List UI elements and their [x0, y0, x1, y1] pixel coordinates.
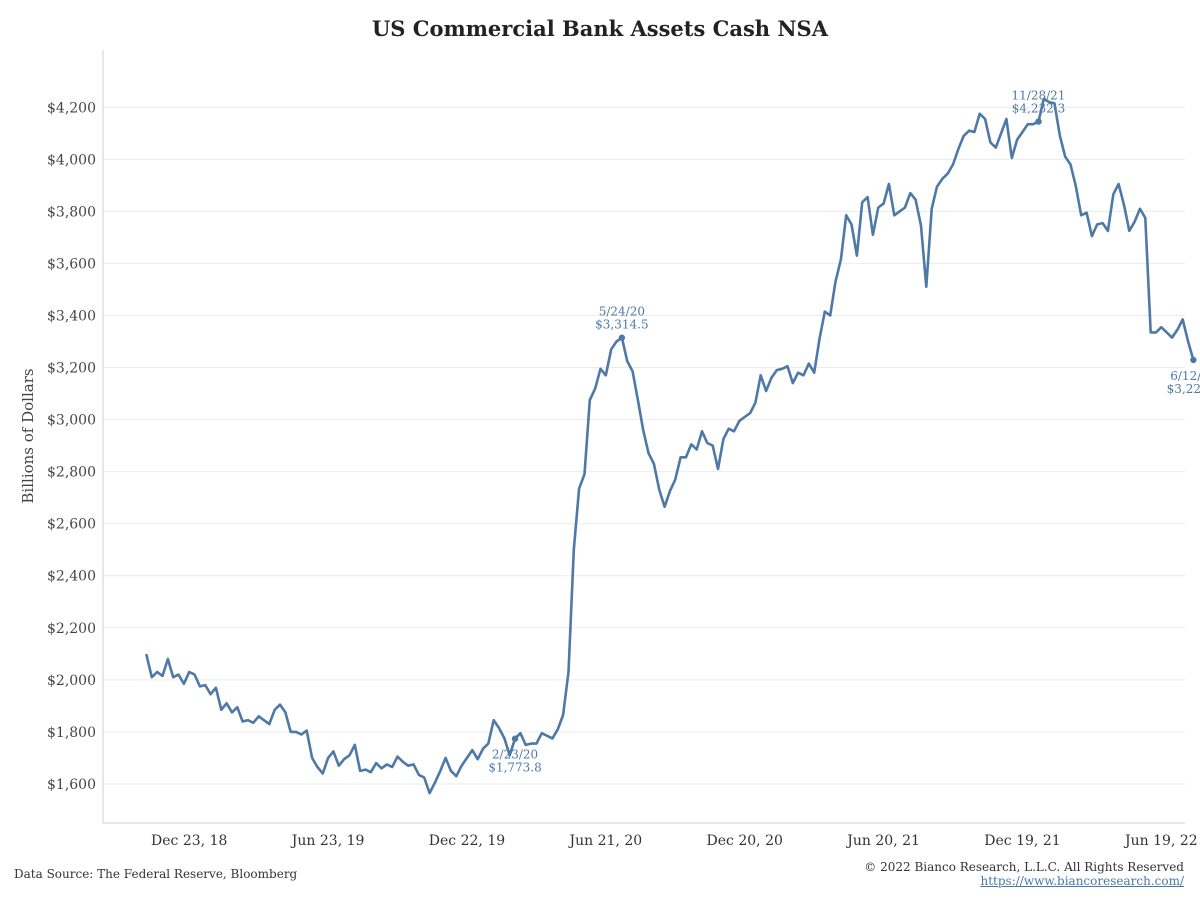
copyright-notice: © 2022 Bianco Research, L.L.C. All Right…: [864, 860, 1184, 874]
x-tick-label: Jun 21, 20: [568, 833, 643, 849]
annotation-date: 11/28/21: [1012, 89, 1066, 103]
y-tick-label: $2,200: [47, 621, 96, 637]
y-tick-label: $3,000: [47, 413, 96, 429]
annotation-marker: [1190, 356, 1197, 364]
x-tick-label: Dec 19, 21: [984, 833, 1060, 849]
y-tick-label: $2,000: [47, 673, 96, 689]
tick-labels: $1,600 $1,800 $2,000 $2,200 $2,400 $2,600 $2,8…: [47, 100, 1198, 849]
annotation-date: 5/24/20: [599, 305, 645, 319]
y-tick-label: $3,400: [47, 308, 96, 324]
y-tick-label: $2,600: [47, 517, 96, 533]
y-tick-label: $3,600: [47, 256, 96, 272]
website-link[interactable]: https://www.biancoresearch.com/: [980, 874, 1184, 888]
y-tick-label: $2,800: [47, 465, 96, 481]
annotation-marker: [618, 334, 626, 341]
x-tick-label: Dec 22, 19: [429, 833, 505, 849]
y-tick-label: $3,200: [47, 361, 96, 377]
y-tick-label: $4,200: [47, 100, 96, 116]
annotations: 2/23/20$1,773.8 5/24/20$3,314.5 11/28/21$4…: [488, 89, 1200, 775]
annotation-value: $3,229.0: [1167, 382, 1200, 396]
annotation-date: 2/23/20: [492, 748, 538, 762]
x-tick-label: Jun 20, 21: [845, 833, 920, 849]
series-layer: [145, 97, 1195, 795]
x-tick-label: Jun 23, 19: [290, 833, 365, 849]
y-tick-label: $1,600: [47, 777, 96, 793]
annotation-marker: [511, 735, 519, 742]
x-tick-label: Dec 20, 20: [707, 833, 783, 849]
annotation-value: $1,773.8: [488, 761, 541, 775]
y-tick-label: $4,000: [47, 152, 96, 168]
x-tick-label: Dec 23, 18: [151, 833, 227, 849]
annotation-value: $3,314.5: [595, 318, 648, 332]
axes: [102, 50, 1185, 824]
data-source-note: Data Source: The Federal Reserve, Bloomb…: [14, 867, 298, 881]
annotation-marker: [1035, 118, 1042, 125]
x-tick-label: Jun 19, 22: [1123, 833, 1198, 849]
annotation-value: $4,232.3: [1012, 102, 1065, 116]
series-line: [145, 97, 1195, 795]
y-tick-label: $1,800: [47, 725, 96, 741]
annotation-date: 6/12/22: [1170, 369, 1200, 383]
gridlines: [103, 106, 1185, 785]
y-tick-label: $2,400: [47, 569, 96, 585]
y-tick-label: $3,800: [47, 204, 96, 220]
chart-title: US Commercial Bank Assets Cash NSA: [371, 16, 829, 41]
